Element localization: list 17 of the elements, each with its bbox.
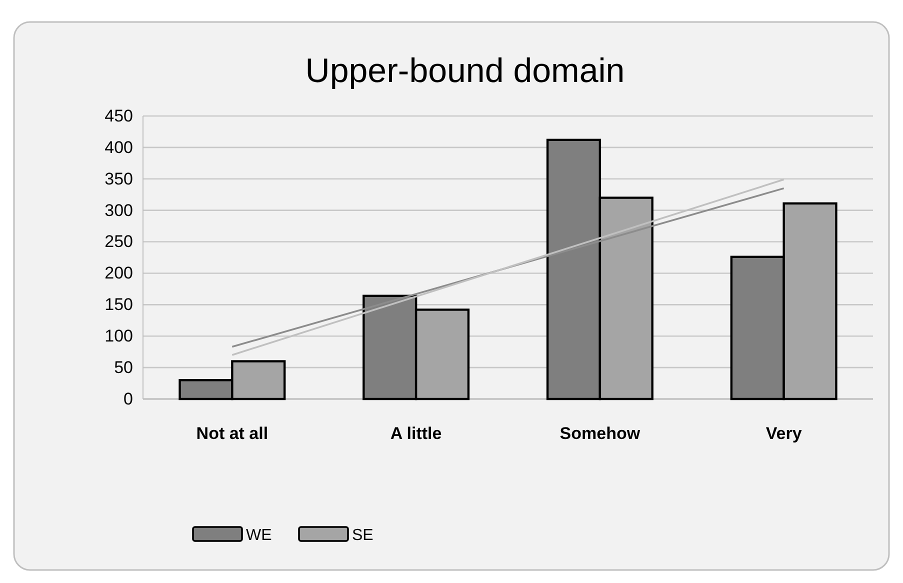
legend-label: SE [352, 527, 374, 544]
y-tick-label: 100 [104, 326, 133, 346]
chart-title: Upper-bound domain [305, 52, 625, 90]
x-tick-label: Not at all [196, 424, 268, 444]
y-tick-label: 150 [104, 295, 133, 314]
y-tick-label: 200 [104, 264, 133, 283]
y-tick-label: 450 [104, 106, 133, 126]
legend-label: WE [246, 527, 272, 544]
y-tick-label: 350 [104, 169, 133, 188]
y-tick-label: 0 [124, 389, 133, 408]
x-tick-label: A little [390, 424, 442, 444]
y-tick-label: 300 [104, 200, 133, 220]
y-tick-label: 50 [114, 358, 133, 377]
y-tick-label: 250 [104, 232, 133, 252]
y-tick-label: 400 [104, 138, 133, 157]
x-tick-label: Very [766, 424, 802, 444]
x-tick-label: Somehow [560, 424, 641, 444]
